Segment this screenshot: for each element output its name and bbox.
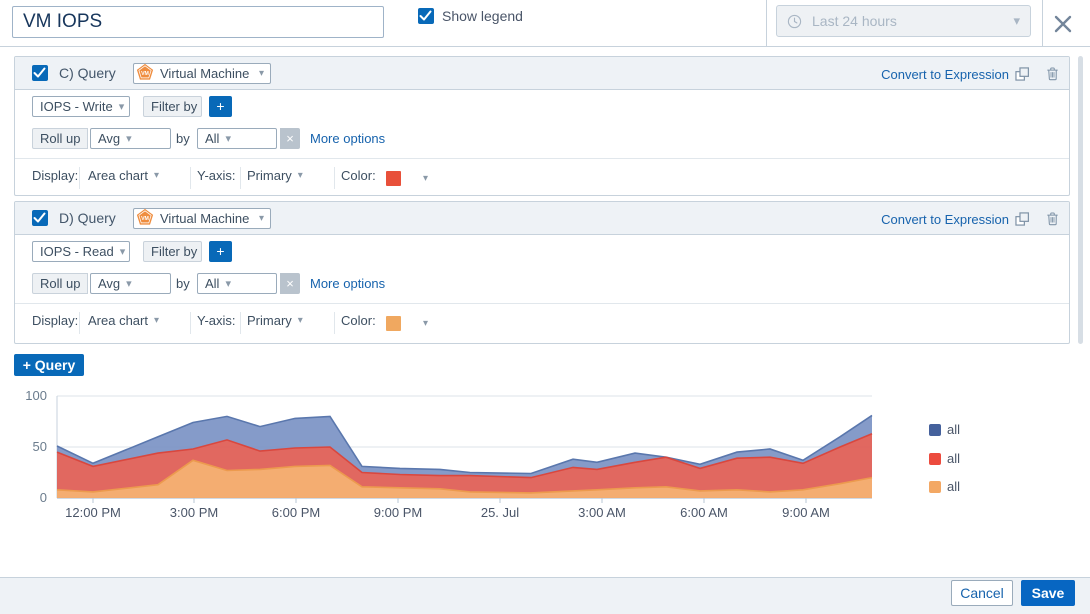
svg-text:6:00 PM: 6:00 PM — [272, 505, 320, 520]
svg-text:50: 50 — [33, 439, 47, 454]
svg-text:6:00 AM: 6:00 AM — [680, 505, 728, 520]
svg-text:all: all — [947, 422, 960, 437]
svg-text:100: 100 — [25, 388, 47, 403]
svg-text:3:00 AM: 3:00 AM — [578, 505, 626, 520]
svg-text:25. Jul: 25. Jul — [481, 505, 519, 520]
svg-text:12:00 PM: 12:00 PM — [65, 505, 121, 520]
svg-text:all: all — [947, 479, 960, 494]
svg-text:9:00 AM: 9:00 AM — [782, 505, 830, 520]
svg-text:all: all — [947, 451, 960, 466]
svg-text:9:00 PM: 9:00 PM — [374, 505, 422, 520]
svg-text:0: 0 — [40, 490, 47, 505]
svg-text:3:00 PM: 3:00 PM — [170, 505, 218, 520]
